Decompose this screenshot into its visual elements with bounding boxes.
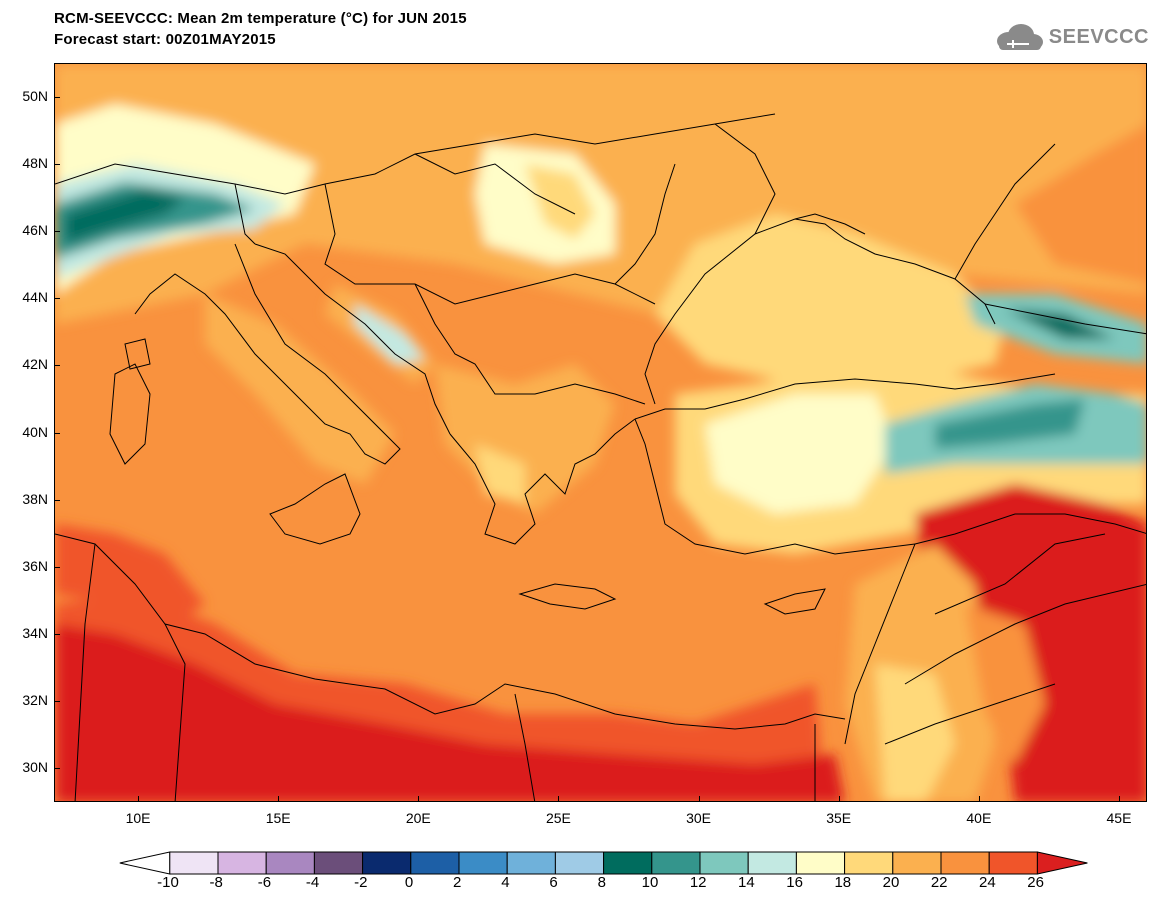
lat-tick-label: 48N xyxy=(22,154,48,171)
lat-tick-label: 50N xyxy=(22,87,48,104)
colorbar-tick-label: -4 xyxy=(305,874,320,891)
colorbar-tick-label: 20 xyxy=(882,874,900,891)
colorbar-swatch xyxy=(458,851,508,875)
lat-tick-mark xyxy=(54,432,60,434)
title-line-1: RCM-SEEVCCC: Mean 2m temperature (°C) fo… xyxy=(54,10,467,27)
colorbar-upper-extension xyxy=(1036,851,1088,875)
lon-tick-label: 15E xyxy=(265,810,291,826)
lon-tick-label: 40E xyxy=(966,810,992,826)
colorbar-tick-label: 6 xyxy=(549,874,558,891)
lat-tick-mark xyxy=(54,499,60,501)
colorbar-swatch xyxy=(699,851,749,875)
lon-tick-label: 25E xyxy=(545,810,571,826)
lon-tick-label: 35E xyxy=(826,810,852,826)
colorbar-swatch xyxy=(892,851,942,875)
lat-tick-label: 32N xyxy=(22,692,48,709)
title-line-2: Forecast start: 00Z01MAY2015 xyxy=(54,31,276,48)
coastlines-borders xyxy=(55,113,1146,801)
colorbar-swatch xyxy=(844,851,894,875)
colorbar-lower-extension xyxy=(119,851,171,875)
lon-tick-mark xyxy=(558,796,560,802)
lon-tick-label: 10E xyxy=(125,810,151,826)
colorbar-swatch xyxy=(651,851,701,875)
colorbar-tick-label: 14 xyxy=(738,874,755,891)
colorbar-tick-label: 0 xyxy=(404,874,414,891)
colorbar-tick-label: -10 xyxy=(157,874,179,891)
lat-tick-label: 40N xyxy=(22,423,48,440)
lat-tick-label: 34N xyxy=(22,625,48,642)
lat-tick-mark xyxy=(54,701,60,703)
colorbar-swatch xyxy=(940,851,990,875)
temperature-map xyxy=(54,63,1147,802)
colorbar-swatch xyxy=(410,851,460,875)
colorbar-swatch xyxy=(506,851,556,875)
colorbar-swatch xyxy=(217,851,267,875)
colorbar-swatch xyxy=(313,851,364,875)
colorbar-swatch xyxy=(554,851,605,875)
lat-tick-mark xyxy=(54,298,60,300)
logo-text: SEEVCCC xyxy=(1048,25,1149,48)
colorbar-tick-label: 8 xyxy=(597,874,606,891)
colorbar-swatch xyxy=(747,851,797,875)
colorbar-swatch xyxy=(265,851,315,875)
colorbar-swatch xyxy=(362,851,412,875)
colorbar-swatch xyxy=(603,851,653,875)
lon-tick-mark xyxy=(1118,796,1120,802)
colorbar-tick-label: -8 xyxy=(209,874,223,891)
lat-tick-label: 42N xyxy=(22,356,48,373)
colorbar-tick-label: 16 xyxy=(786,874,803,891)
lon-tick-label: 30E xyxy=(686,810,712,826)
lon-tick-mark xyxy=(838,796,840,802)
colorbar-tick-label: -2 xyxy=(354,874,368,891)
temperature-field xyxy=(55,64,1146,801)
colorbar-tick-label: 22 xyxy=(930,874,948,891)
colorbar-tick-label: 24 xyxy=(979,874,996,891)
colorbar-tick-label: 2 xyxy=(453,874,462,891)
lon-tick-mark xyxy=(978,796,980,802)
map-title: RCM-SEEVCCC: Mean 2m temperature (°C) fo… xyxy=(54,8,467,50)
lat-tick-mark xyxy=(54,365,60,367)
colorbar xyxy=(118,850,1088,881)
colorbar-tick-label: -6 xyxy=(257,874,272,891)
colorbar-swatch xyxy=(169,851,219,875)
lat-tick-mark xyxy=(54,163,60,165)
colorbar-swatch xyxy=(795,851,846,875)
lat-tick-mark xyxy=(54,634,60,636)
lat-tick-mark xyxy=(54,566,60,568)
colorbar-swatch xyxy=(988,851,1038,875)
cloud-logo-icon xyxy=(996,24,1043,50)
lat-tick-mark xyxy=(54,230,60,232)
lon-tick-mark xyxy=(278,796,280,802)
lon-tick-mark xyxy=(418,796,420,802)
lon-tick-label: 20E xyxy=(405,810,431,826)
lat-tick-label: 46N xyxy=(22,221,48,238)
colorbar-tick-label: 12 xyxy=(689,874,707,891)
colorbar-tick-label: 26 xyxy=(1027,874,1044,891)
colorbar-tick-label: 4 xyxy=(501,874,510,891)
lon-tick-label: 45E xyxy=(1106,810,1132,826)
lon-tick-mark xyxy=(698,796,700,802)
colorbar-tick-label: 18 xyxy=(834,874,852,891)
lat-tick-label: 30N xyxy=(22,759,48,776)
seevccc-logo: SEEVCCC xyxy=(993,22,1149,52)
lat-tick-label: 44N xyxy=(22,289,48,306)
lat-tick-mark xyxy=(54,768,60,770)
lat-tick-label: 36N xyxy=(22,557,48,574)
lat-tick-mark xyxy=(54,96,60,98)
lat-tick-label: 38N xyxy=(22,490,48,507)
lon-tick-mark xyxy=(138,796,140,802)
colorbar-tick-label: 10 xyxy=(641,874,659,891)
